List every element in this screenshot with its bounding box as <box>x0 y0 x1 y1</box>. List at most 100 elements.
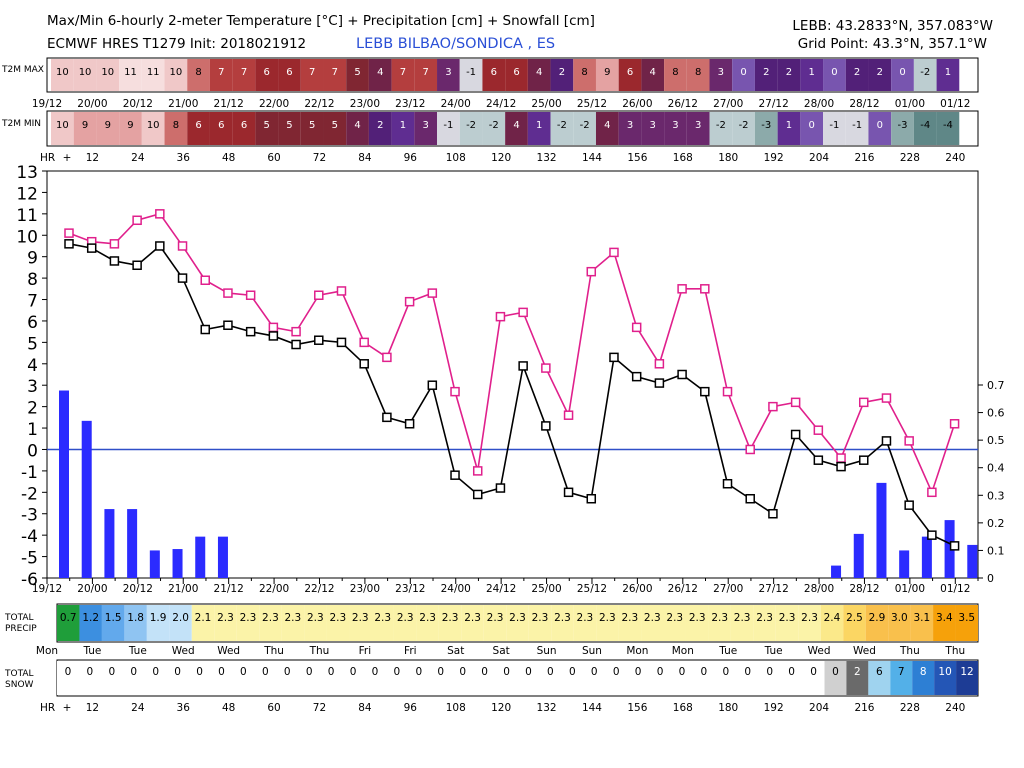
t2m-max-value: 2 <box>763 67 769 78</box>
tmin-point <box>586 493 597 504</box>
total-snow-cell <box>342 661 364 695</box>
total-snow-value: 0 <box>459 666 466 678</box>
temp-tick-label: 11 <box>16 206 38 226</box>
tmin-point <box>541 421 551 431</box>
t2m-min-cell <box>51 112 74 145</box>
hour-tick-label: 240 <box>945 152 965 164</box>
temp-tick-label: 1 <box>27 420 38 440</box>
date-axis-label: 22/00 <box>259 583 289 595</box>
date-axis-label: 20/00 <box>77 583 107 595</box>
total-snow-value: 0 <box>240 666 247 678</box>
total-snow-cell <box>890 661 913 695</box>
t2m-max-value: 10 <box>56 67 69 78</box>
hour-label-bottom: 144 <box>582 702 602 714</box>
tmin-point <box>790 429 801 440</box>
date-axis-label: 19/12 <box>32 583 62 595</box>
total-snow-cell <box>802 661 825 695</box>
hour-label-bottom: 96 <box>404 702 418 714</box>
date-tick-label: 22/12 <box>304 98 334 110</box>
t2m-max-value: 3 <box>718 67 724 78</box>
t2m-min-label: T2M MIN <box>1 119 41 129</box>
precip-tick-label: 0.2 <box>987 517 1005 530</box>
hour-tick-label: 108 <box>446 152 466 164</box>
date-axis-label: 23/12 <box>395 583 425 595</box>
t2m-max-value: 4 <box>377 67 383 78</box>
total-precip-cell <box>506 605 529 641</box>
total-snow-value: 8 <box>920 666 927 678</box>
tmin-point <box>700 386 710 397</box>
hour-tick-label: 120 <box>491 152 511 164</box>
total-snow-cell <box>934 661 957 695</box>
hour-tick-label: 12 <box>86 152 99 164</box>
t2m-min-value: 6 <box>195 120 201 131</box>
date-axis-label: 27/00 <box>713 583 743 595</box>
temp-tick-label: 8 <box>27 270 38 290</box>
t2m-min-value: 4 <box>604 120 610 131</box>
total-precip-value: 3.1 <box>913 612 930 624</box>
total-precip-value: 0.7 <box>60 612 77 624</box>
tmax-point <box>859 397 869 408</box>
total-snow-cell <box>254 661 277 695</box>
total-snow-value: 0 <box>350 666 357 678</box>
tmax-point <box>631 322 642 333</box>
t2m-min-value: -3 <box>761 120 771 131</box>
total-precip-cell <box>461 605 484 641</box>
total-snow-value: 0 <box>613 666 620 678</box>
t2m-max-value: 1 <box>809 67 815 78</box>
t2m-min-cell <box>209 112 233 145</box>
total-precip-cell <box>281 605 305 641</box>
total-snow-value: 0 <box>547 666 554 678</box>
total-snow-value: 0 <box>152 666 159 678</box>
temp-tick-label: 3 <box>27 377 38 397</box>
t2m-min-cell <box>141 112 165 145</box>
total-snow-cell <box>758 661 781 695</box>
hour-label-bottom: 132 <box>537 702 557 714</box>
precip-bar <box>217 536 228 578</box>
model-init-label: ECMWF HRES T1279 Init: 2018021912 <box>47 36 307 52</box>
total-precip-cell <box>326 605 350 641</box>
t2m-max-value: 6 <box>627 67 633 78</box>
day-label: Thu <box>899 645 920 657</box>
t2m-min-cell <box>573 112 596 145</box>
t2m-max-value: 7 <box>422 67 428 78</box>
t2m-max-cell <box>482 59 506 91</box>
total-snow-value: 0 <box>437 666 444 678</box>
day-label: Sun <box>537 645 557 657</box>
hour-label-bottom: 180 <box>718 702 738 714</box>
t2m-min-value: -3 <box>898 120 908 131</box>
total-snow-cell <box>473 661 496 695</box>
date-tick-label: 20/12 <box>123 98 153 110</box>
total-snow-cell <box>57 661 79 695</box>
tmax-point <box>541 363 551 373</box>
total-snow-value: 0 <box>284 666 291 678</box>
precip-tick-label: 0.5 <box>987 434 1005 447</box>
precip-bar <box>967 544 978 578</box>
hour-label-bottom: 12 <box>86 702 99 714</box>
date-tick-label: 23/12 <box>395 98 425 110</box>
tmin-point <box>382 412 392 423</box>
temp-tick-label: 13 <box>16 163 38 183</box>
tmax-point <box>314 290 324 300</box>
total-snow-value: 0 <box>591 666 598 678</box>
date-tick-label: 24/00 <box>441 98 471 110</box>
t2m-min-cell <box>868 112 892 145</box>
total-snow-value: 0 <box>218 666 225 678</box>
total-snow-value: 0 <box>481 666 488 678</box>
t2m-max-cell <box>119 59 142 91</box>
t2m-max-value: 0 <box>899 67 905 78</box>
date-tick-label: 27/12 <box>759 98 789 110</box>
t2m-min-cell <box>255 112 279 145</box>
t2m-min-value: -4 <box>920 120 930 131</box>
tmax-point <box>472 466 483 476</box>
temp-tick-label: 6 <box>27 313 38 333</box>
total-snow-value: 0 <box>503 666 510 678</box>
total-snow-cell <box>714 661 737 695</box>
t2m-min-value: 1 <box>536 120 542 131</box>
t2m-min-value: -2 <box>580 120 590 131</box>
total-precip-value: 2.3 <box>756 612 773 624</box>
temp-tick-label: 7 <box>27 292 38 312</box>
tmin-point <box>631 371 642 382</box>
hour-label-bottom: 192 <box>764 702 784 714</box>
total-precip-value: 2.3 <box>262 612 279 624</box>
total-precip-cell <box>933 605 956 641</box>
